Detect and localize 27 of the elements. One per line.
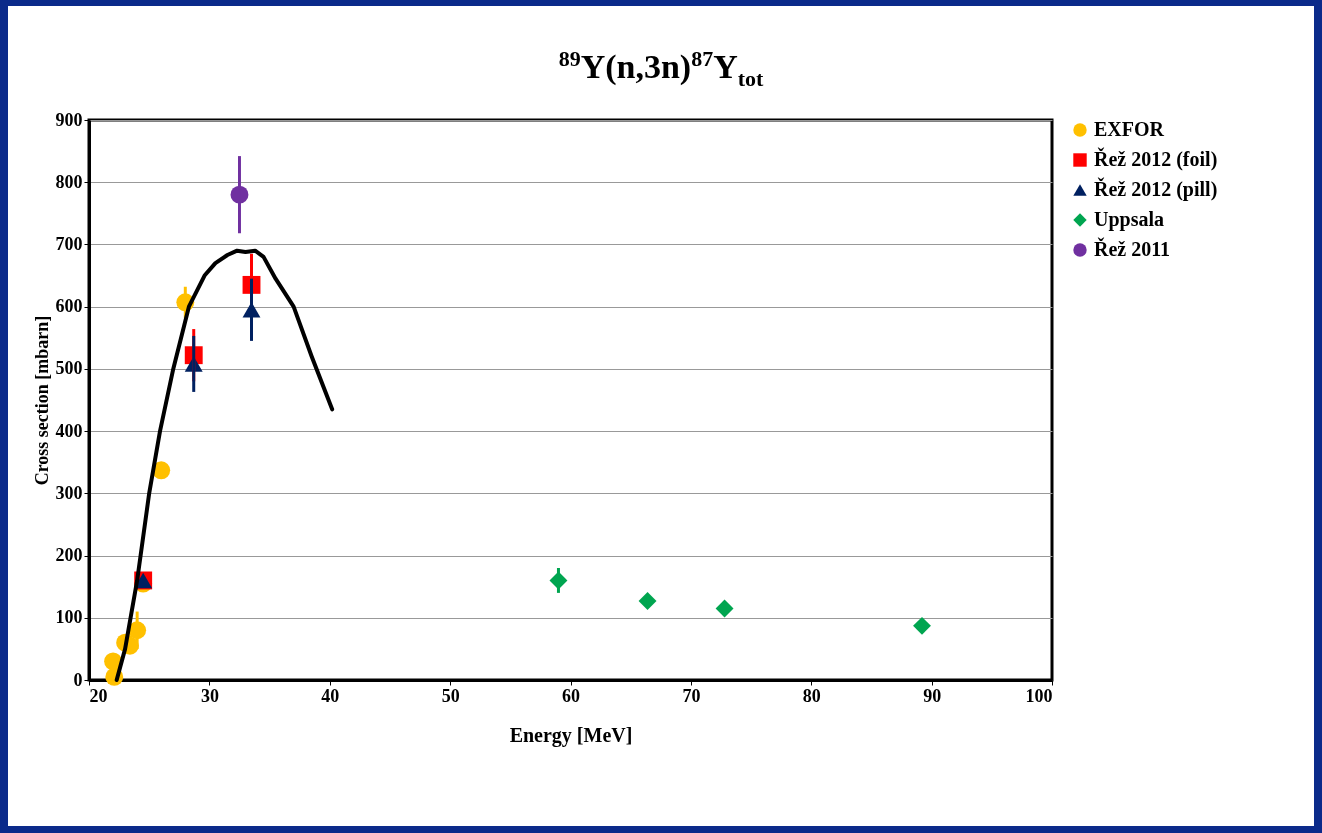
- x-tick-label: 70: [682, 685, 701, 706]
- y-tick-label: 800: [55, 171, 83, 192]
- x-tick-label: 80: [802, 685, 821, 706]
- y-tick-label: 200: [55, 545, 83, 566]
- y-tick-label: 500: [55, 358, 83, 379]
- x-axis-title: Energy [MeV]: [509, 723, 633, 747]
- legend-label: Řež 2012 (pill): [1094, 177, 1218, 201]
- x-tick-label: 40: [321, 685, 340, 706]
- y-tick-label: 100: [55, 607, 83, 628]
- x-tick-label: 20: [89, 685, 108, 706]
- y-tick-label: 600: [55, 296, 83, 317]
- y-axis-title: Cross section [mbarn]: [31, 315, 52, 486]
- x-tick-label: 30: [200, 685, 219, 706]
- y-tick-label: 400: [55, 420, 83, 441]
- y-tick-label: 0: [73, 669, 83, 690]
- y-tick-label: 700: [55, 233, 83, 254]
- y-tick-label: 900: [55, 109, 83, 130]
- x-tick-label: 90: [923, 685, 942, 706]
- x-tick-label: 100: [1025, 685, 1053, 706]
- legend-label: Řež 2011: [1094, 237, 1171, 260]
- y-tick-label: 300: [55, 482, 83, 503]
- legend-label: Uppsala: [1094, 208, 1165, 231]
- x-tick-label: 50: [441, 685, 460, 706]
- x-tick-label: 60: [562, 685, 580, 706]
- legend-label: Řež 2012 (foil): [1094, 147, 1218, 171]
- legend-label: EXFOR: [1094, 118, 1165, 140]
- chart-title: $^{89}$Y(n,3n)$^{87}$Y$_{tot}$: [557, 46, 765, 93]
